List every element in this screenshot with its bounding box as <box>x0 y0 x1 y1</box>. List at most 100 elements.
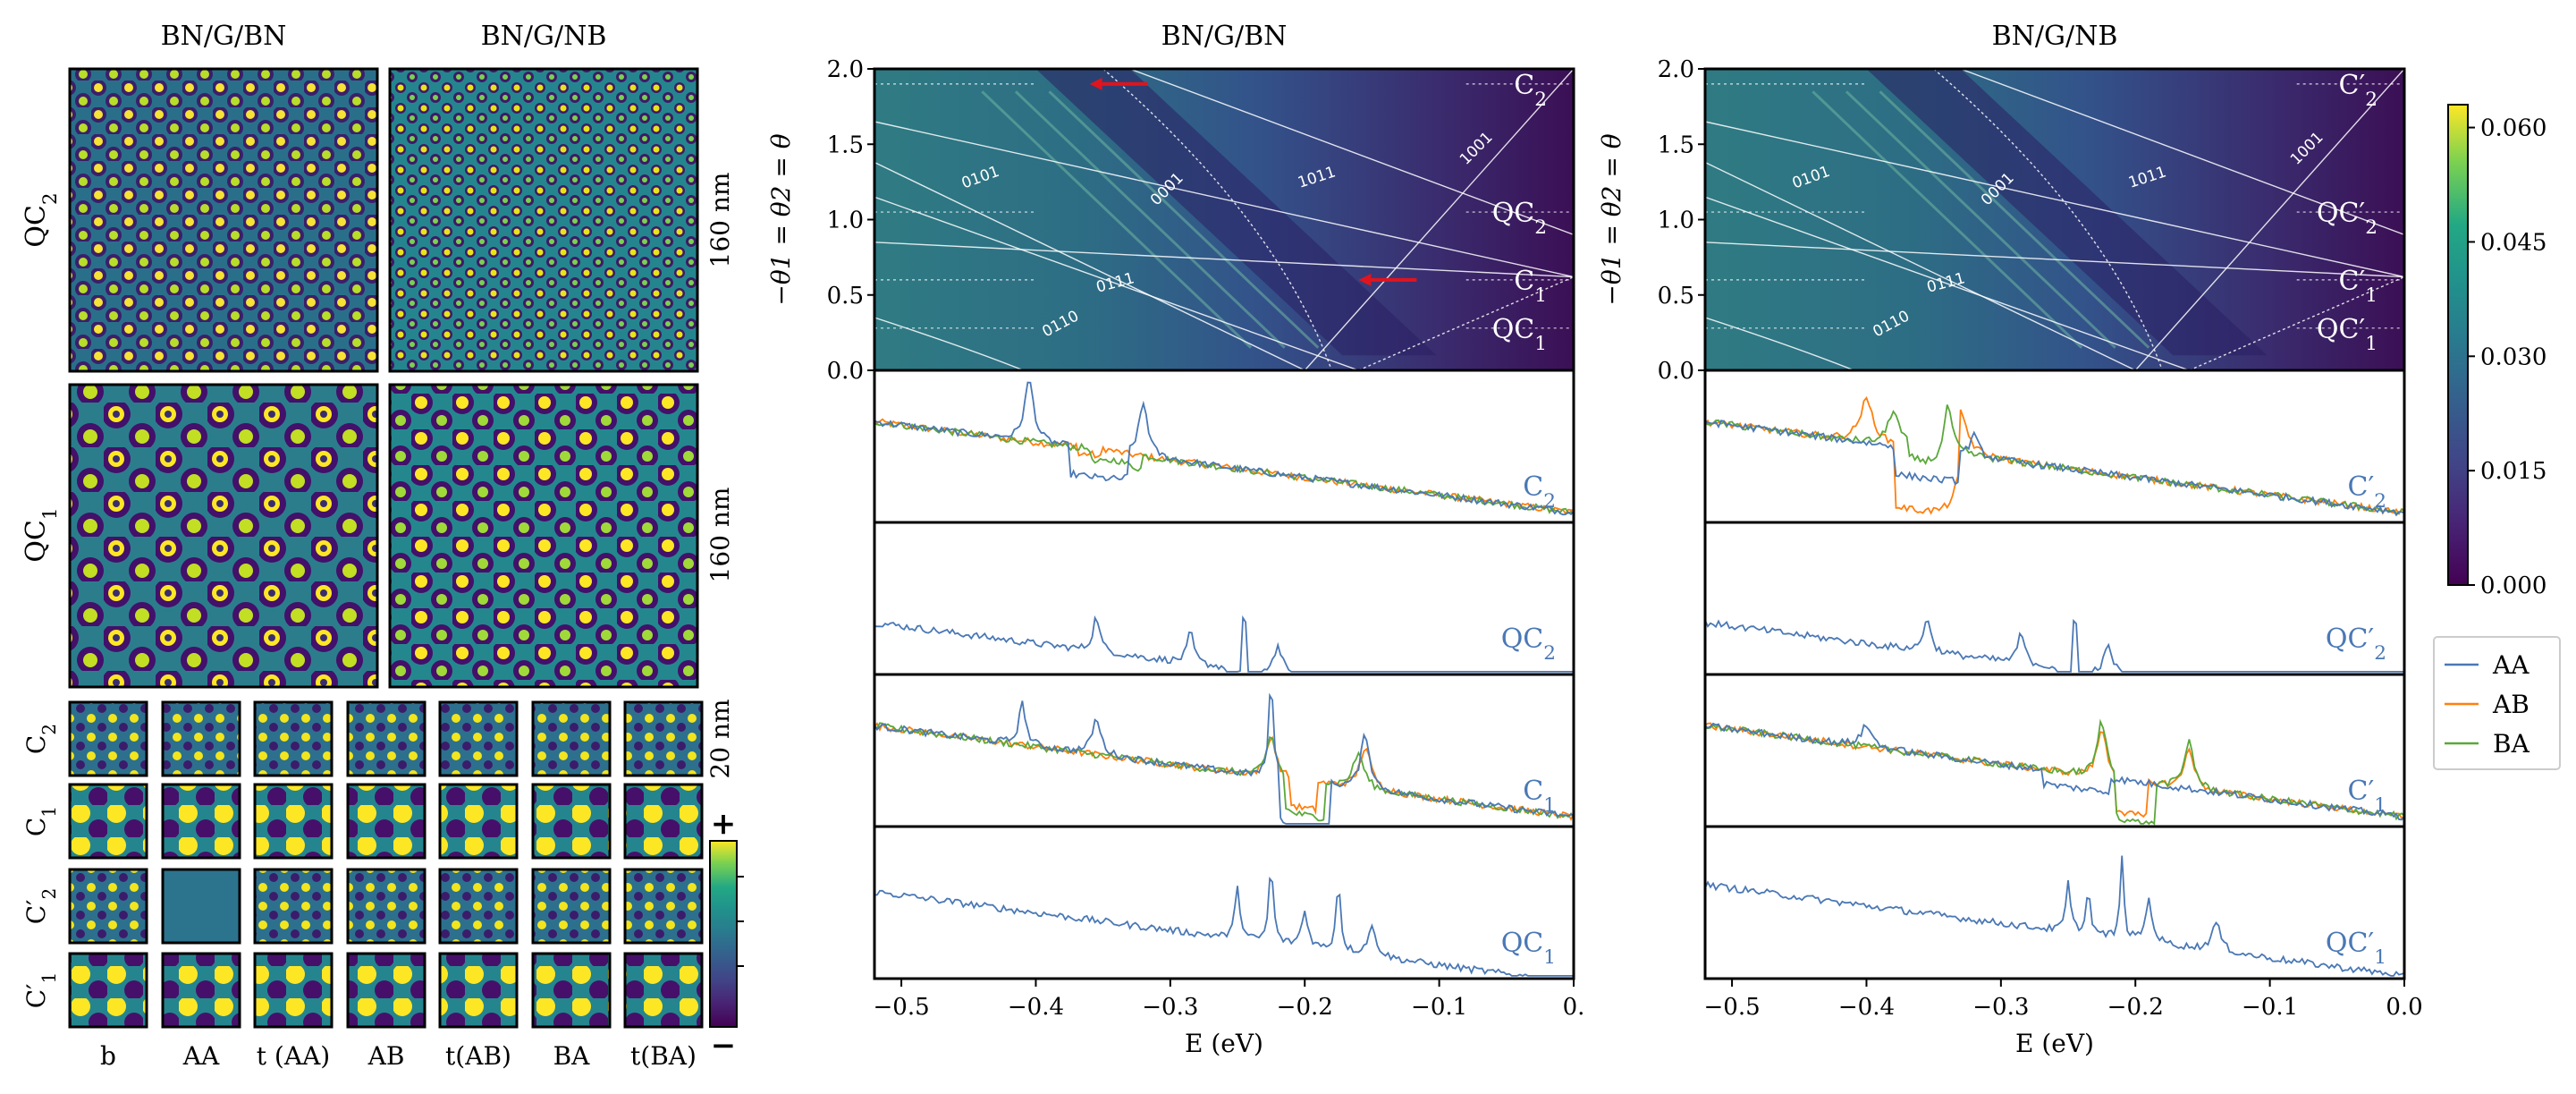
small-col-label: t(BA) <box>630 1041 697 1071</box>
heatmap-region-label: C1 <box>1514 266 1547 307</box>
heatmap-region-label: C′2 <box>2338 70 2378 111</box>
small-row-label-group: C1 <box>21 806 60 836</box>
x-tick-label: −0.1 <box>2242 994 2298 1021</box>
scale-label: 160 nm <box>705 173 735 268</box>
ldos-map-small <box>623 783 704 860</box>
y-axis-label: −θ1 = θ2 = θ <box>1597 133 1626 305</box>
x-tick-label: −0.3 <box>1142 994 1198 1021</box>
spectrum-label: C2 <box>1523 471 1556 513</box>
spectrum-frame <box>1703 521 2406 676</box>
left-col-title: BN/G/NB <box>481 21 607 52</box>
y-tick-label: 0.0 <box>1658 358 1694 385</box>
ldos-map-small <box>438 783 519 860</box>
spectrum-line-ab <box>1704 396 2405 516</box>
x-tick-label: −0.3 <box>1972 994 2029 1021</box>
spectrum-label: QC′2 <box>2326 623 2386 665</box>
guide-line-b <box>874 317 1026 370</box>
spectra-panel-bn-g-bn: C2 QC2 C1 QC1 −0.5 −0.4 −0.3 −0.2 −0.1 0. E (eV) <box>873 369 1584 1058</box>
ldos-map-small <box>438 700 519 777</box>
guide-line-c <box>2189 276 2404 370</box>
y-tick-label: 0.5 <box>827 283 864 310</box>
small-col-label: BA <box>553 1041 591 1071</box>
row-label-group: QC1 <box>21 507 62 562</box>
heatmap-dark-band <box>1866 69 2268 356</box>
spectrum-frame <box>873 521 1575 676</box>
left-panel: BN/G/BN BN/G/NB QC2 QC1 160 nm 160 nm 20 nm C2 C… <box>21 21 744 1071</box>
ldos-map-small <box>68 868 148 945</box>
ldos-map-small <box>438 868 519 945</box>
spectrum-line-aa <box>874 692 1575 825</box>
scale-label-group: 160 nm <box>705 173 735 268</box>
heatmap-region-label: QC1 <box>1492 314 1547 355</box>
colorbar-tick-label: 0.060 <box>2480 115 2546 142</box>
y-tick-label: 0.0 <box>827 358 864 385</box>
spectrum-label: QC′1 <box>2326 928 2386 969</box>
ldos-map-small <box>346 952 427 1029</box>
colorbar-gradient <box>2447 104 2469 586</box>
ldos-map-small <box>531 700 612 777</box>
small-row-label: C1 <box>21 806 60 836</box>
scale-label: 20 nm <box>705 699 735 778</box>
ldos-map-small <box>346 700 427 777</box>
heatmap-region-label: QC2 <box>1492 198 1547 239</box>
ldos-map-large <box>68 67 379 373</box>
small-col-label: t(AB) <box>445 1041 511 1071</box>
ldos-map-small <box>438 952 519 1029</box>
heatmap-dark-band <box>1035 69 1437 356</box>
x-tick-label: −0.2 <box>2107 994 2164 1021</box>
spectrum-line-ba <box>1704 718 2405 826</box>
spectrum-panel: QC′1 <box>1703 825 2406 980</box>
ldos-map-small <box>253 783 334 860</box>
colorbar-tick-label: 0.000 <box>2480 572 2546 599</box>
spectrum-panel: C′2 <box>1703 369 2406 524</box>
small-row-label: C′2 <box>21 888 60 925</box>
ldos-map-small <box>623 868 704 945</box>
scale-label: 160 nm <box>705 488 735 583</box>
mini-colorbar-bottom: − <box>711 1028 737 1064</box>
ldos-map-large <box>388 67 699 373</box>
spectrum-label: QC2 <box>1501 623 1556 665</box>
left-col-title: BN/G/BN <box>161 21 287 52</box>
spectrum-line-aa <box>874 615 1574 673</box>
spectrum-panel: QC1 <box>873 825 1575 980</box>
spectrum-line-aa <box>1704 618 2404 673</box>
y-tick-label: 1.5 <box>1658 131 1694 158</box>
x-tick-label: −0.5 <box>874 994 930 1021</box>
colorbar-tick-label: 0.030 <box>2480 343 2546 370</box>
small-row-label: C′1 <box>21 972 60 1009</box>
y-tick-label: 0.5 <box>1658 283 1694 310</box>
x-tick-label: 0.0 <box>2386 994 2422 1021</box>
mini-colorbar-top: + <box>711 806 737 842</box>
heatmap-region-label: C2 <box>1514 70 1547 111</box>
small-col-label: AA <box>182 1041 220 1071</box>
guide-line-1001 <box>2134 69 2404 370</box>
colorbar-tick-label: 0.015 <box>2480 458 2546 485</box>
guide-line-0110 <box>1705 196 2190 370</box>
row-label: QC1 <box>21 507 62 562</box>
ldos-map-small <box>68 783 148 860</box>
ldos-map-small <box>253 700 334 777</box>
spectrum-label: C1 <box>1523 776 1556 817</box>
mini-colorbar <box>709 840 738 1028</box>
colorbar-tick-label: 0.045 <box>2480 229 2546 256</box>
small-col-label: t (AA) <box>257 1041 330 1071</box>
small-col-label: b <box>100 1041 116 1071</box>
spectrum-panel: QC′2 <box>1703 521 2406 676</box>
guide-line-c <box>1358 276 1574 370</box>
spectrum-line-aa <box>1704 420 2405 517</box>
spectrum-line-ba <box>1704 404 2405 514</box>
heatmap-region-label: C′1 <box>2338 266 2378 307</box>
ldos-map-small <box>253 868 334 945</box>
y-axis-label: −θ1 = θ2 = θ <box>766 133 796 305</box>
guide-line-0111 <box>1705 242 2404 278</box>
spectrum-panel: C1 <box>873 673 1575 828</box>
ldos-map-small <box>253 952 334 1029</box>
ldos-map-small <box>623 952 704 1029</box>
guide-line-0111 <box>874 242 1574 278</box>
x-tick-label: −0.5 <box>1704 994 1761 1021</box>
ldos-map-small <box>68 952 148 1029</box>
